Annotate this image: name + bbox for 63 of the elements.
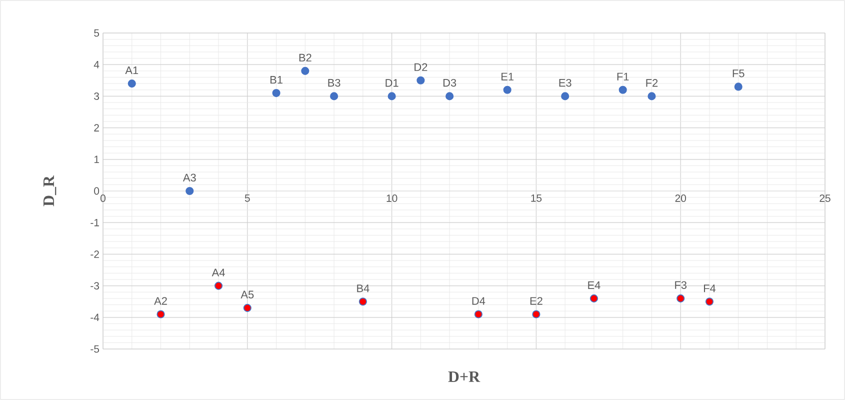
point [128, 80, 136, 88]
y-tick-label: 4 [94, 61, 100, 68]
point [561, 92, 570, 100]
annotation: E1 [502, 72, 514, 80]
point [648, 92, 656, 100]
y-tick-label: -4 [90, 314, 100, 321]
annotation: B3 [328, 78, 340, 87]
point [618, 86, 627, 94]
y-tick-label: -5 [90, 345, 100, 353]
x-tick-label: 5 [244, 194, 250, 202]
annotation: A3 [182, 174, 196, 182]
annotation: B2 [299, 54, 312, 62]
annotation: A2 [154, 297, 167, 305]
y-axis-title: D_R [44, 175, 56, 206]
x-axis-title: D+R [448, 371, 480, 382]
point [301, 66, 310, 75]
annotation: F3 [675, 281, 687, 289]
point [330, 92, 338, 100]
x-tick-label: 25 [820, 194, 830, 202]
annotation: F2 [646, 79, 658, 87]
y-tick-label: 5 [94, 29, 100, 37]
y-tick-label: 1 [94, 156, 99, 163]
y-tick-label: 0 [94, 187, 100, 195]
annotation: E3 [559, 78, 572, 87]
point [214, 282, 223, 290]
point [676, 294, 685, 302]
point [532, 310, 540, 318]
point [388, 92, 396, 100]
annotation: F4 [704, 284, 716, 292]
y-tick-label: -2 [90, 250, 99, 258]
annotation: F1 [617, 72, 629, 80]
annotation: E4 [588, 281, 600, 289]
annotation: D4 [472, 297, 486, 305]
x-tick-label: 10 [386, 194, 398, 202]
x-tick-label: 0 [100, 194, 106, 202]
annotation: B4 [357, 284, 370, 292]
annotation: A4 [212, 268, 225, 276]
point [243, 304, 252, 312]
point [734, 82, 742, 91]
point [186, 186, 194, 196]
point [474, 310, 482, 318]
point [705, 298, 714, 306]
y-tick-label: -3 [90, 282, 100, 290]
annotation: F5 [732, 70, 744, 78]
annotation: D1 [386, 79, 398, 87]
annotation: D2 [414, 63, 428, 71]
annotation: E2 [530, 297, 542, 305]
y-tick-label: -1 [90, 219, 99, 226]
x-tick-label: 15 [531, 194, 542, 202]
y-tick-label: 3 [94, 92, 100, 100]
point [416, 76, 425, 84]
point [590, 294, 598, 302]
point [446, 92, 454, 100]
point [156, 310, 165, 318]
point [358, 298, 367, 306]
annotation: A1 [125, 66, 138, 74]
annotation: A5 [240, 290, 254, 298]
y-tick-label: 2 [94, 124, 99, 132]
point [272, 89, 280, 98]
x-tick-label: 20 [675, 194, 686, 202]
point [503, 86, 512, 94]
annotation: D3 [443, 78, 456, 87]
annotation: B1 [270, 76, 282, 84]
